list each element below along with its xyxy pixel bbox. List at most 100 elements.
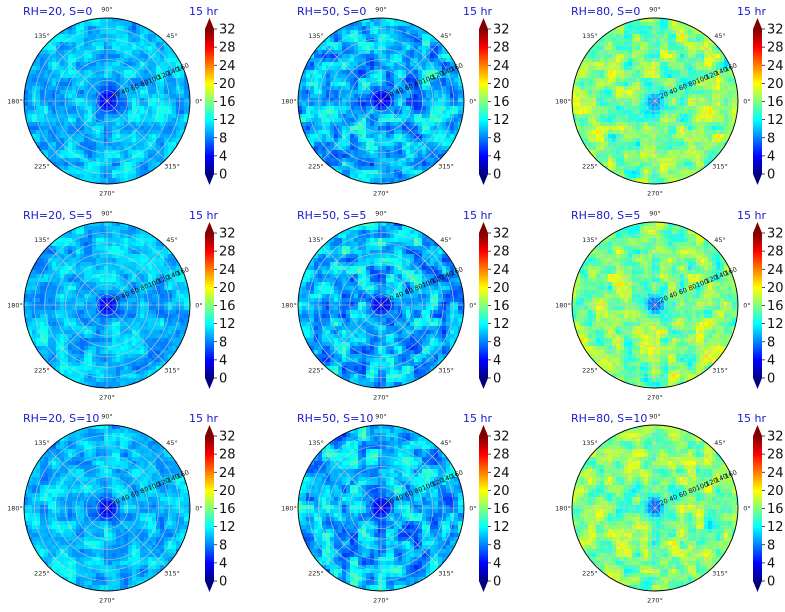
heatmap-cell	[628, 26, 633, 31]
heatmap-cell	[382, 46, 387, 51]
heatmap-cell	[358, 178, 363, 183]
heatmap-cell	[136, 78, 141, 83]
heatmap-cell	[338, 102, 343, 107]
heatmap-cell	[350, 18, 355, 23]
heatmap-cell	[346, 106, 351, 111]
heatmap-cell	[128, 254, 133, 259]
heatmap-cell	[136, 34, 141, 39]
heatmap-cell	[92, 122, 97, 127]
heatmap-cell	[616, 154, 621, 159]
heatmap-cell	[96, 146, 101, 151]
heatmap-cell	[628, 46, 633, 51]
heatmap-cell	[736, 98, 738, 103]
heatmap-cell	[318, 50, 323, 55]
heatmap-cell	[402, 174, 407, 179]
heatmap-cell	[640, 154, 645, 159]
colorbar-band	[205, 53, 214, 56]
heatmap-cell	[648, 22, 653, 27]
heatmap-cell	[346, 158, 351, 163]
heatmap-cell	[96, 46, 101, 51]
heatmap-cell	[298, 98, 303, 103]
heatmap-cell	[402, 162, 407, 167]
heatmap-cell	[680, 170, 685, 175]
heatmap-cell	[700, 46, 705, 51]
colorbar-band	[479, 120, 488, 124]
heatmap-cell	[660, 50, 665, 55]
heatmap-cell	[592, 150, 597, 155]
heatmap-cell	[390, 150, 395, 155]
heatmap-cell	[144, 98, 149, 103]
heatmap-cell	[434, 110, 439, 115]
heatmap-cell	[88, 102, 93, 107]
colorbar-tick-label: 28	[493, 41, 510, 56]
heatmap-cell	[410, 162, 415, 167]
heatmap-cell	[164, 94, 169, 99]
heatmap-cell	[76, 222, 81, 227]
heatmap-cell	[108, 226, 113, 231]
heatmap-cell	[402, 62, 407, 67]
heatmap-cell	[664, 18, 669, 23]
heatmap-cell	[84, 42, 89, 47]
colorbar-band	[479, 118, 488, 122]
colorbar-band	[479, 74, 488, 78]
heatmap-cell	[172, 86, 177, 91]
heatmap-cell	[108, 22, 113, 27]
heatmap-cell	[184, 102, 189, 107]
heatmap-cell	[40, 134, 45, 139]
heatmap-cell	[152, 74, 157, 79]
heatmap-cell	[24, 86, 29, 91]
heatmap-cell	[96, 118, 101, 123]
heatmap-cell	[108, 150, 113, 155]
heatmap-cell	[604, 90, 609, 95]
heatmap-cell	[92, 178, 97, 183]
heatmap-cell	[672, 102, 677, 107]
heatmap-cell	[338, 46, 343, 51]
heatmap-cell	[426, 102, 431, 107]
heatmap-cell	[188, 118, 190, 123]
colorbar-band	[205, 87, 214, 90]
heatmap-cell	[426, 62, 431, 67]
heatmap-cell	[92, 138, 97, 143]
heatmap-cell	[422, 74, 427, 79]
heatmap-cell	[104, 182, 109, 184]
heatmap-cell	[132, 122, 137, 127]
heatmap-cell	[314, 82, 319, 87]
heatmap-cell	[640, 138, 645, 143]
colorbar-band	[753, 149, 762, 153]
heatmap-cell	[326, 94, 331, 99]
heatmap-cell	[604, 162, 609, 167]
heatmap-cell	[386, 154, 391, 159]
heatmap-cell	[720, 90, 725, 95]
heatmap-cell	[80, 114, 85, 119]
heatmap-cell	[382, 18, 387, 23]
heatmap-cell	[330, 142, 335, 147]
heatmap-cell	[104, 70, 109, 75]
heatmap-cell	[386, 62, 391, 67]
heatmap-cell	[390, 170, 395, 175]
heatmap-cell	[326, 42, 331, 47]
angular-tick-label: 270°	[647, 189, 663, 197]
heatmap-cell	[322, 66, 327, 71]
heatmap-cell	[330, 138, 335, 143]
heatmap-cell	[326, 114, 331, 119]
heatmap-cell	[410, 94, 415, 99]
heatmap-cell	[700, 110, 705, 115]
heatmap-cell	[716, 110, 721, 115]
heatmap-cell	[362, 166, 367, 171]
heatmap-cell	[140, 154, 145, 159]
heatmap-cell	[136, 242, 141, 247]
heatmap-cell	[36, 106, 41, 111]
heatmap-cell	[382, 154, 387, 159]
heatmap-cell	[156, 138, 161, 143]
heatmap-cell	[362, 102, 367, 107]
colorbar-band	[479, 128, 488, 131]
heatmap-cell	[120, 42, 125, 47]
heatmap-cell	[592, 94, 597, 99]
heatmap-cell	[692, 106, 697, 111]
heatmap-cell	[688, 154, 693, 159]
heatmap-cell	[112, 166, 117, 171]
heatmap-cell	[374, 42, 379, 47]
heatmap-cell	[84, 138, 89, 143]
heatmap-cell	[48, 118, 53, 123]
heatmap-cell	[354, 50, 359, 55]
